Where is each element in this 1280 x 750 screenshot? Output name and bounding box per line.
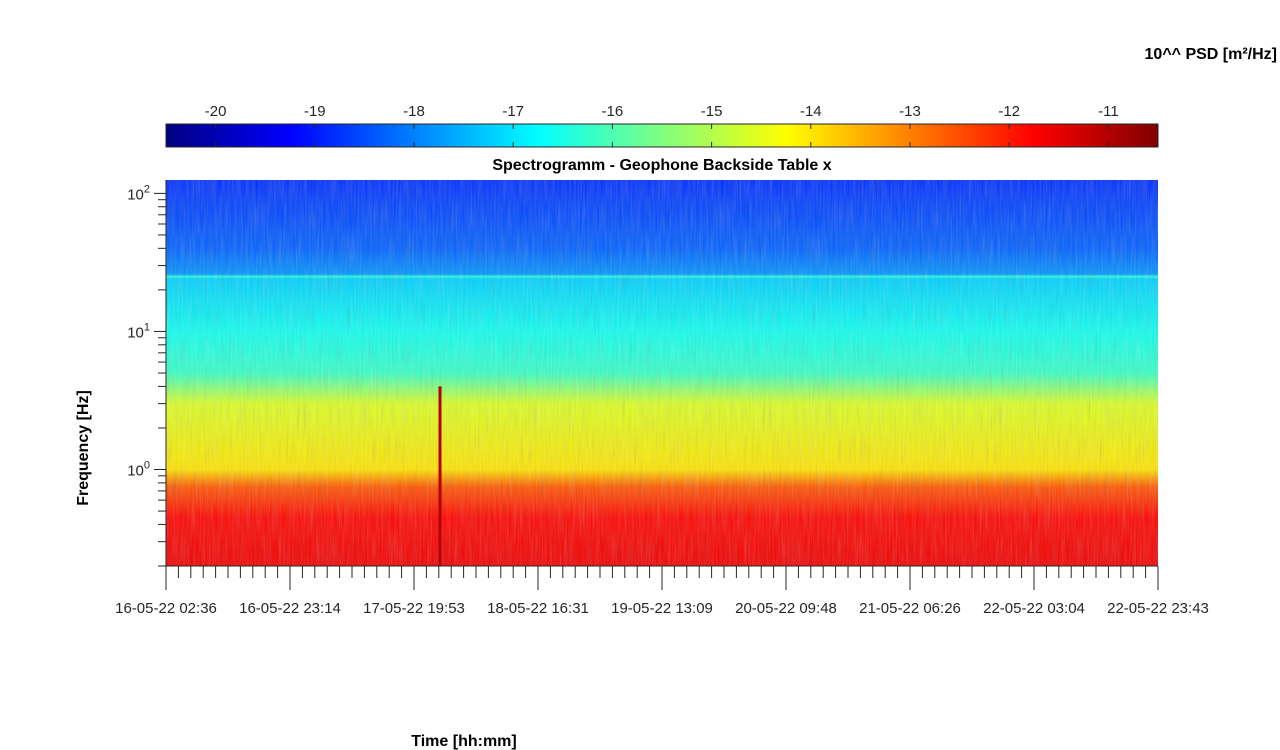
x-tick-label: 17-05-22 19:53: [363, 600, 465, 617]
x-axis: 16-05-22 02:36 16-05-22 23:14 17-05-22 19:…: [115, 565, 1209, 617]
x-axis-label: Time [hh:mm]: [411, 733, 516, 750]
colorbar-gradient: [165, 123, 1159, 148]
y-axis-label: Frequency [Hz]: [75, 390, 92, 506]
colorbar-ticks: -20 -19 -18 -17 -16 -15 -14 -13 -12 -11: [205, 103, 1119, 147]
x-tick-label: 20-05-22 09:48: [735, 600, 837, 617]
colorbar-tick-label: -16: [602, 103, 624, 120]
colorbar-tick-label: -14: [800, 103, 822, 120]
colorbar-tick-label: -15: [701, 103, 723, 120]
x-tick-label: 22-05-22 23:43: [1107, 600, 1209, 617]
x-tick-label: 16-05-22 02:36: [115, 600, 217, 617]
x-tick-label: 21-05-22 06:26: [859, 600, 961, 617]
colorbar-tick-label: -18: [403, 103, 425, 120]
y-tick-label: 100: [127, 460, 150, 480]
colorbar: -20 -19 -18 -17 -16 -15 -14 -13 -12 -11: [165, 103, 1159, 148]
plot-area: [166, 180, 1158, 566]
x-tick-label: 18-05-22 16:31: [487, 600, 589, 617]
colorbar-tick-label: -17: [502, 103, 524, 120]
colorbar-tick-label: -12: [998, 103, 1020, 120]
colorbar-label: 10^^ PSD [m²/Hz]: [1145, 46, 1277, 63]
colorbar-tick-label: -20: [205, 103, 227, 120]
y-tick-label: 102: [127, 183, 150, 203]
y-axis: 100 101 102: [127, 180, 167, 567]
x-tick-label: 16-05-22 23:14: [239, 600, 341, 617]
y-tick-label: 101: [127, 321, 150, 341]
x-tick-label: 22-05-22 03:04: [983, 600, 1085, 617]
chart-title: Spectrogramm - Geophone Backside Table x: [492, 157, 831, 174]
spectrogram-texture: [166, 180, 1158, 566]
colorbar-tick-label: -11: [1098, 103, 1119, 120]
colorbar-tick-label: -19: [304, 103, 326, 120]
x-tick-label: 19-05-22 13:09: [611, 600, 713, 617]
colorbar-tick-label: -13: [899, 103, 921, 120]
